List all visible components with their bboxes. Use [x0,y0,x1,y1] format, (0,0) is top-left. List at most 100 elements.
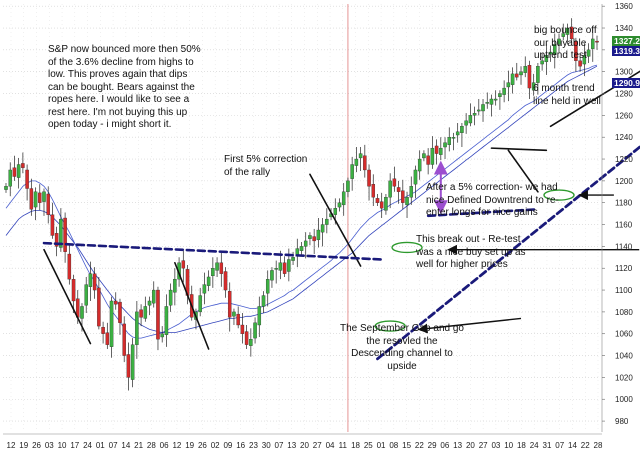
candle-body [464,120,468,126]
candle-body [84,284,88,306]
candle-body [303,240,308,247]
candle-body [561,33,565,37]
candle-body [544,55,549,63]
trend-line [174,261,210,350]
x-tick-label: 03 [491,441,500,450]
x-tick-label: 18 [351,441,360,450]
candle-body [88,273,93,287]
x-tick-label: 28 [594,441,603,450]
x-tick-label: 26 [198,441,207,450]
price-label-bg [612,36,640,46]
x-tick-label: 26 [32,441,41,450]
candle-body [506,82,511,88]
x-tick-label: 22 [581,441,590,450]
y-tick-label: 1300 [615,68,633,77]
candle-body [274,268,278,270]
candle-body [591,38,595,49]
candle-body [227,291,232,318]
candle-body [101,327,105,334]
x-tick-label: 16 [236,441,245,450]
x-tick-label: 19 [19,441,28,450]
y-tick-label: 1120 [615,264,633,273]
annotation-big-bounce: big bounce off our buyable uptrend test [534,25,597,61]
x-tick-label: 18 [517,441,526,450]
candle-body [135,311,139,345]
y-axis: 1360134013201300128012601240122012001180… [601,2,633,432]
candle-body [118,301,122,323]
price-label-text: 1319.3 [614,46,640,56]
trend-line [43,248,92,345]
y-tick-label: 1060 [615,330,633,339]
y-tick-label: 1100 [615,286,633,295]
candle-body [379,201,384,209]
x-tick-label: 10 [504,441,513,450]
candle-body [468,115,473,124]
candle-body [405,197,409,206]
candle-body [548,51,553,55]
candle-body [536,66,540,83]
candle-body [553,44,557,55]
y-tick-label: 1040 [615,352,633,361]
x-tick-label: 06 [440,441,449,450]
candle-body [282,262,287,274]
y-tick-label: 1280 [615,90,633,99]
candle-body [156,289,160,340]
candle-body [261,295,266,307]
candle-body [354,158,359,166]
highlight-ellipse [391,241,423,254]
candle-body [498,93,502,97]
price-labels: 1327.221319.3 1290.98 [612,36,640,88]
candle-body [92,273,97,291]
highlight-ellipses [374,189,575,332]
x-tick-label: 17 [70,441,79,450]
candle-body [278,262,283,271]
candle-body [460,126,464,133]
candle-body [265,278,270,294]
y-tick-label: 1340 [615,24,633,33]
candle-body [527,64,532,89]
candle-body [211,268,215,277]
candle-body [4,186,8,190]
candle-body [244,331,249,345]
x-tick-label: 09 [223,441,232,450]
candle-body [384,197,388,211]
x-tick-label: 20 [300,441,309,450]
y-tick-label: 1360 [615,2,633,11]
candle-body [202,284,207,294]
y-tick-label: 1080 [615,308,633,317]
x-tick-label: 03 [45,441,54,450]
price-label-text: 1327.22 [614,36,640,46]
candle-body [413,169,418,185]
candle-body [531,82,536,91]
candle-body [540,60,544,65]
x-tick-label: 22 [415,441,424,450]
candle-body [320,224,325,233]
candle-body [455,131,460,136]
x-tick-label: 10 [58,441,67,450]
candle-body [363,155,367,171]
x-tick-label: 07 [109,441,118,450]
price-label-bg [612,78,640,88]
candle-body [346,180,350,192]
y-tick-label: 1200 [615,177,633,186]
annotation-top-left: S&P now bounced more then 50% of the 3.6… [48,44,201,130]
candle-body [8,169,12,187]
annotation-arrow [417,317,522,334]
y-tick-label: 980 [615,417,629,426]
candle-body [417,158,422,172]
annotation-september-gap: The September Gap and go the resovled th… [340,323,464,372]
candle-body [46,193,50,215]
annotation-break-out: This break out - Re-test was a nice buy … [416,234,526,270]
candle-body [434,145,439,154]
trend-lines [42,70,640,361]
candle-body [447,137,451,145]
x-tick-label: 12 [7,441,16,450]
trend-line [549,70,640,128]
candle-body [54,233,59,247]
y-tick-label: 1140 [615,242,633,251]
candle-body [206,276,211,286]
x-tick-label: 27 [479,441,488,450]
candle-body [493,98,498,101]
candle-body [299,246,304,251]
